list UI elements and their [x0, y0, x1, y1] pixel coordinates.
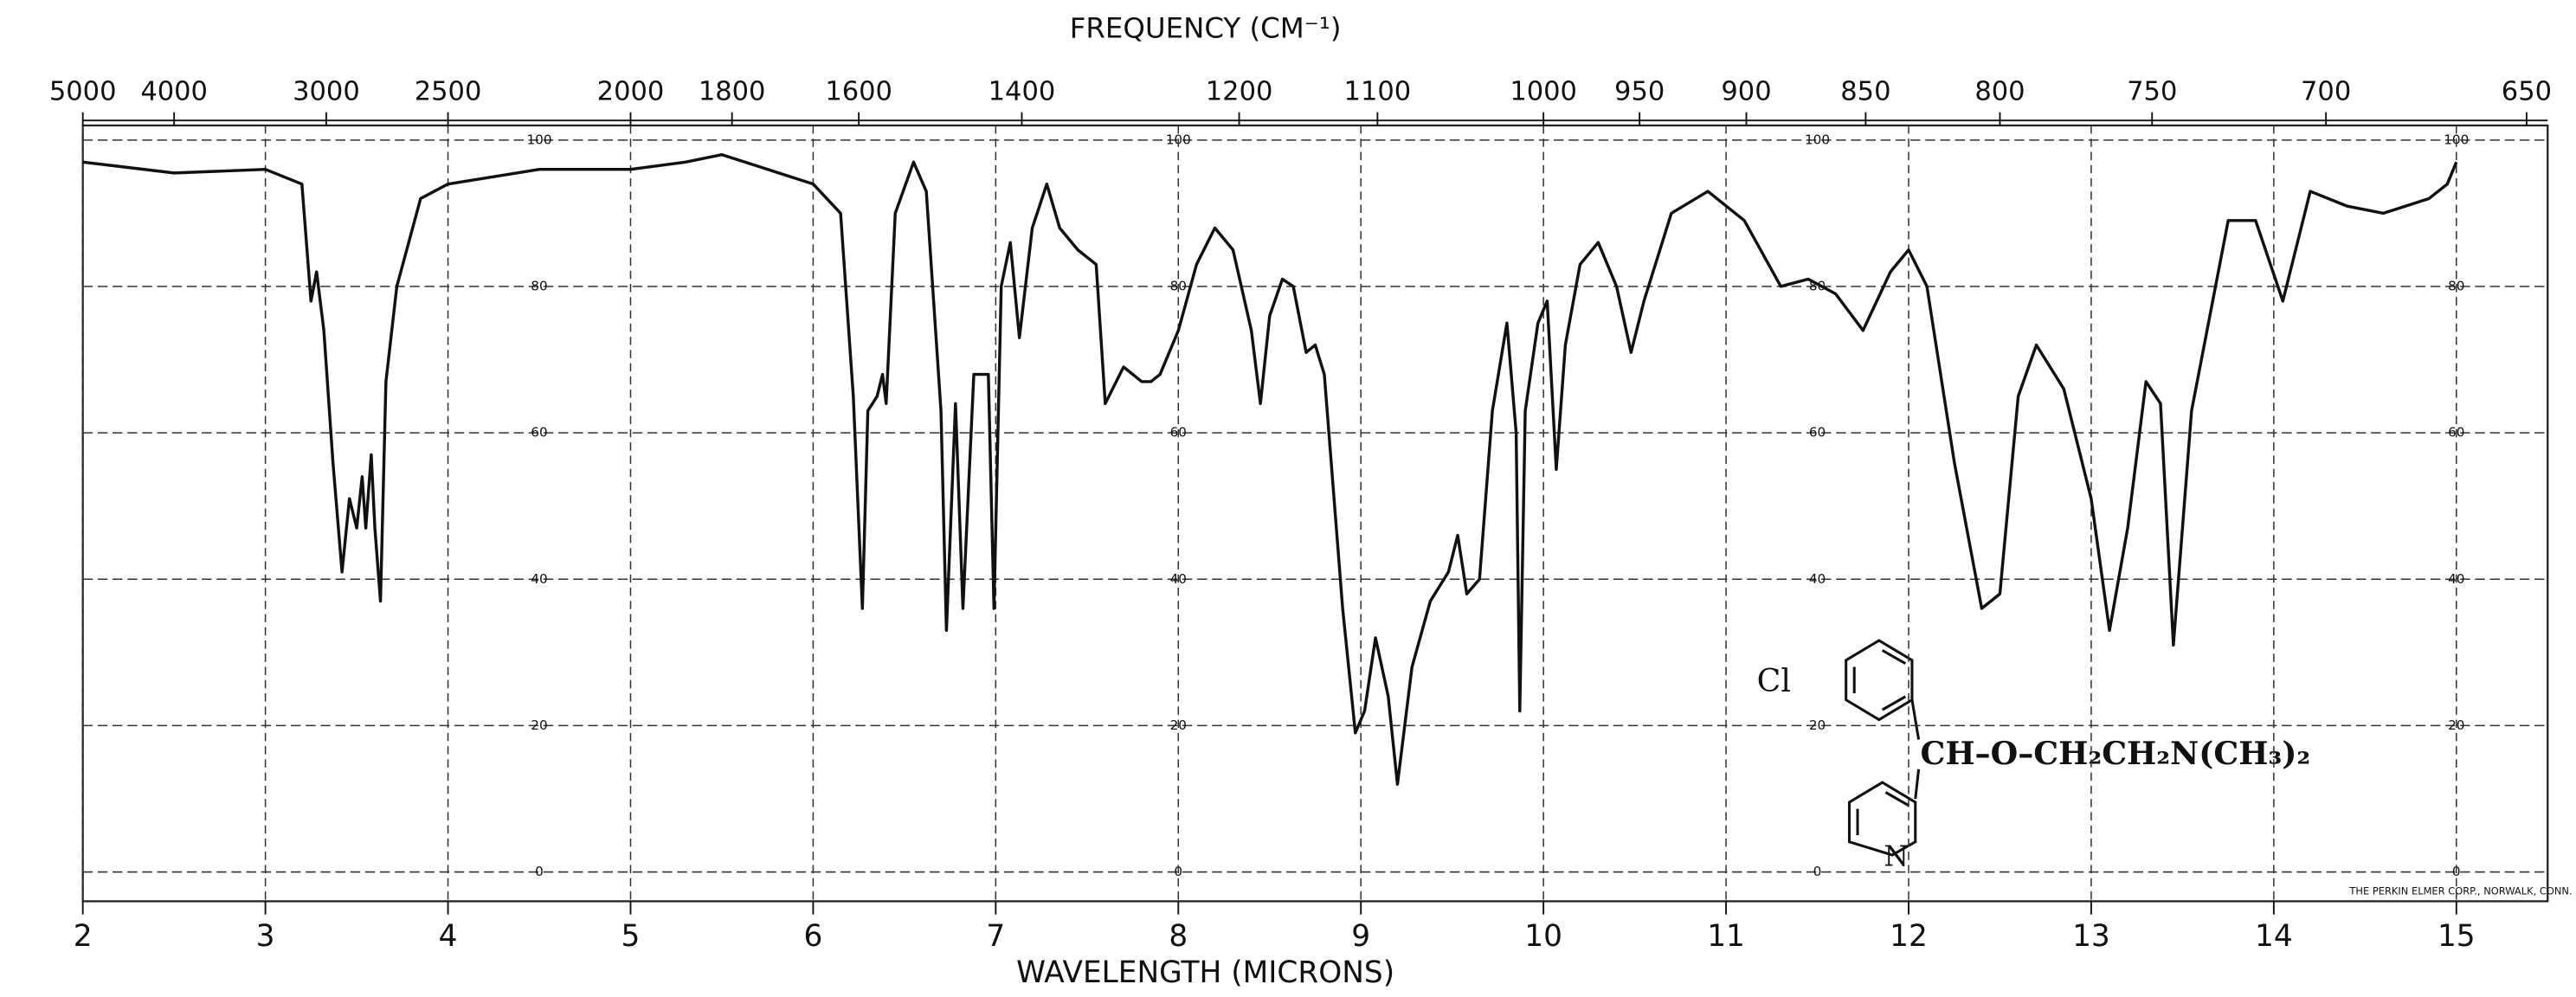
x-tick-label: 5 [621, 919, 641, 954]
x-tick-label: 2 [74, 919, 93, 954]
x2-tick-label: 1400 [989, 76, 1056, 106]
x2-tick-label: 5000 [49, 76, 117, 106]
x-tick-label: 7 [986, 919, 1005, 954]
y-tick-label: 0 [1813, 864, 1822, 879]
y-tick-label: 20 [1809, 717, 1826, 733]
annotation: Cl [1757, 662, 1791, 699]
x2-tick-label: 650 [2502, 76, 2552, 106]
x-tick-label: 10 [1524, 919, 1562, 954]
x2-tick-label: 1200 [1206, 76, 1273, 106]
spectrum-line [82, 152, 2458, 786]
plot-frame [81, 124, 2549, 903]
y-tick-label: 0 [535, 864, 544, 879]
x2-tick-label: 1000 [1510, 76, 1577, 106]
x2-tick-label: 750 [2127, 76, 2177, 106]
x-tick-label: 6 [803, 919, 822, 954]
y-tick-label: 100 [526, 132, 551, 147]
annotation: THE PERKIN ELMER CORP., NORWALK, CONN. [2348, 884, 2572, 897]
x-tick-label: 12 [1890, 919, 1928, 954]
y-tick-label: 60 [531, 425, 547, 441]
x2-tick-label: 950 [1614, 76, 1665, 106]
x-tick-label: 3 [256, 919, 275, 954]
x-tick-label: 4 [439, 919, 458, 954]
x2-tick-label: 2500 [415, 76, 482, 106]
x-axis-title: WAVELENGTH (MICRONS) [1016, 955, 1394, 990]
y-tick-label: 40 [1809, 571, 1826, 587]
x2-tick-label: 2000 [597, 76, 665, 106]
annotation: N [1884, 839, 1909, 872]
x2-tick-label: 1600 [825, 76, 892, 106]
x2-tick-label: 850 [1840, 76, 1890, 106]
annotation: CH–O–CH₂CH₂N(CH₃)₂ [1920, 735, 2310, 772]
y-tick-label: 80 [531, 279, 547, 294]
x-tick-label: 9 [1351, 919, 1370, 954]
x2-tick-label: 900 [1721, 76, 1771, 106]
x-tick-label: 14 [2255, 919, 2293, 954]
x2-tick-label: 1100 [1344, 76, 1412, 106]
x2-tick-label: 700 [2301, 76, 2351, 106]
x-tick-label: 8 [1169, 919, 1188, 954]
x-tick-label: 11 [1707, 919, 1745, 954]
x2-tick-label: 1800 [699, 76, 766, 106]
y-tick-label: 40 [531, 571, 547, 587]
structure [1845, 639, 1921, 857]
top-axis-title: FREQUENCY (CM⁻¹) [1070, 11, 1342, 44]
y-tick-label: 60 [1809, 425, 1826, 441]
x-tick-label: 13 [2072, 919, 2110, 954]
x2-tick-label: 4000 [140, 76, 208, 106]
x2-tick-label: 800 [1974, 76, 2025, 106]
x2-tick-label: 3000 [293, 76, 360, 106]
y-tick-label: 100 [1805, 132, 1830, 147]
y-tick-label: 20 [531, 717, 547, 733]
x-tick-label: 15 [2438, 919, 2476, 954]
